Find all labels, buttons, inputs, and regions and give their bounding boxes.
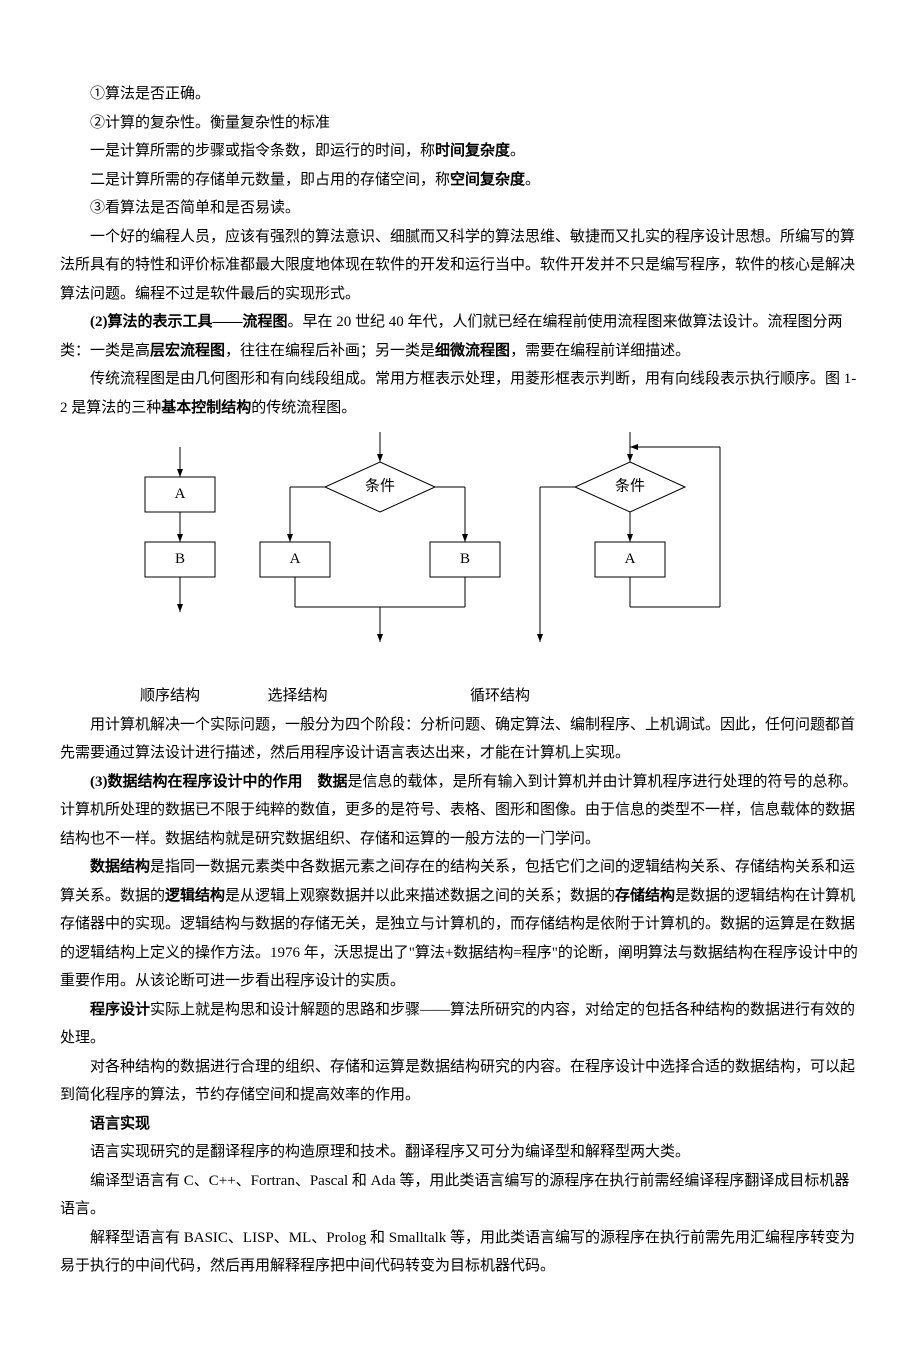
text: 语言实现 (90, 1116, 150, 1132)
text: 实际上就是构思和设计解题的思路和步骤——算法所研究的内容，对给定的包括各种结构的… (60, 1002, 855, 1047)
term-space-complexity: 空间复杂度 (450, 172, 525, 188)
heading-data-structure: (3)数据结构在程序设计中的作用 数据 (90, 774, 348, 790)
caption-selection: 选择结构 (268, 682, 328, 711)
para-11: 数据结构是指同一数据元素类中各数据元素之间存在的结构关系，包括它们之间的逻辑结构… (60, 853, 860, 996)
text: 的传统流程图。 (251, 400, 356, 416)
term-control-structure: 基本控制结构 (161, 400, 251, 416)
term-logical-structure: 逻辑结构 (165, 888, 225, 904)
para-13: 对各种结构的数据进行合理的组织、存储和运算是数据结构研究的内容。在程序设计中选择… (60, 1053, 860, 1110)
para-1: ①算法是否正确。 (60, 80, 860, 109)
para-7: (2)算法的表示工具——流程图。早在 20 世纪 40 年代，人们就已经在编程前… (60, 308, 860, 365)
para-4: 二是计算所需的存储单元数量，即占用的存储空间，称空间复杂度。 (60, 166, 860, 195)
para-8: 传统流程图是由几何图形和有向线段组成。常用方框表示处理，用菱形框表示判断，用有向… (60, 365, 860, 422)
heading-flowchart: (2)算法的表示工具——流程图 (90, 314, 288, 330)
term-time-complexity: 时间复杂度 (435, 143, 510, 159)
para-2: ②计算的复杂性。衡量复杂性的标准 (60, 109, 860, 138)
text: ，往往在编程后补画；另一类是 (225, 343, 435, 359)
svg-text:A: A (625, 551, 636, 567)
term-data-structure: 数据结构 (90, 859, 150, 875)
term-storage-structure: 存储结构 (615, 888, 675, 904)
text: ，需要在编程前详细描述。 (510, 343, 690, 359)
text: 是从逻辑上观察数据并以此来描述数据之间的关系；数据的 (225, 888, 615, 904)
para-6: 一个好的编程人员，应该有强烈的算法意识、细腻而又科学的算法思维、敏捷而又扎实的程… (60, 223, 860, 309)
heading-language: 语言实现 (60, 1110, 860, 1139)
caption-loop: 循环结构 (470, 682, 530, 711)
term-detail-flowchart: 细微流程图 (435, 343, 510, 359)
svg-text:B: B (460, 551, 470, 567)
para-12: 程序设计实际上就是构思和设计解题的思路和步骤——算法所研究的内容，对给定的包括各… (60, 996, 860, 1053)
para-14: 语言实现研究的是翻译程序的构造原理和技术。翻译程序又可分为编译型和解释型两大类。 (60, 1138, 860, 1167)
text: 。 (510, 143, 525, 159)
term-program-design: 程序设计 (90, 1002, 150, 1018)
svg-text:B: B (175, 551, 185, 567)
svg-text:条件: 条件 (615, 477, 645, 494)
svg-text:A: A (290, 551, 301, 567)
para-5: ③看算法是否简单和是否易读。 (60, 194, 860, 223)
para-10: (3)数据结构在程序设计中的作用 数据是信息的载体，是所有输入到计算机并由计算机… (60, 768, 860, 854)
para-3: 一是计算所需的步骤或指令条数，即运行的时间，称时间复杂度。 (60, 137, 860, 166)
caption-sequence: 顺序结构 (140, 682, 200, 711)
flowchart-diagram: A B 条件 A B 条件 A (120, 432, 760, 672)
text: 。 (525, 172, 540, 188)
text: 一是计算所需的步骤或指令条数，即运行的时间，称 (90, 143, 435, 159)
text: 二是计算所需的存储单元数量，即占用的存储空间，称 (90, 172, 450, 188)
term-macro-flowchart: 层宏流程图 (150, 343, 225, 359)
svg-text:条件: 条件 (365, 477, 395, 494)
para-9: 用计算机解决一个实际问题，一般分为四个阶段：分析问题、确定算法、编制程序、上机调… (60, 711, 860, 768)
svg-text:A: A (175, 486, 186, 502)
para-16: 解释型语言有 BASIC、LISP、ML、Prolog 和 Smalltalk … (60, 1224, 860, 1281)
diagram-captions: 顺序结构 选择结构 循环结构 (120, 682, 860, 711)
para-15: 编译型语言有 C、C++、Fortran、Pascal 和 Ada 等，用此类语… (60, 1167, 860, 1224)
